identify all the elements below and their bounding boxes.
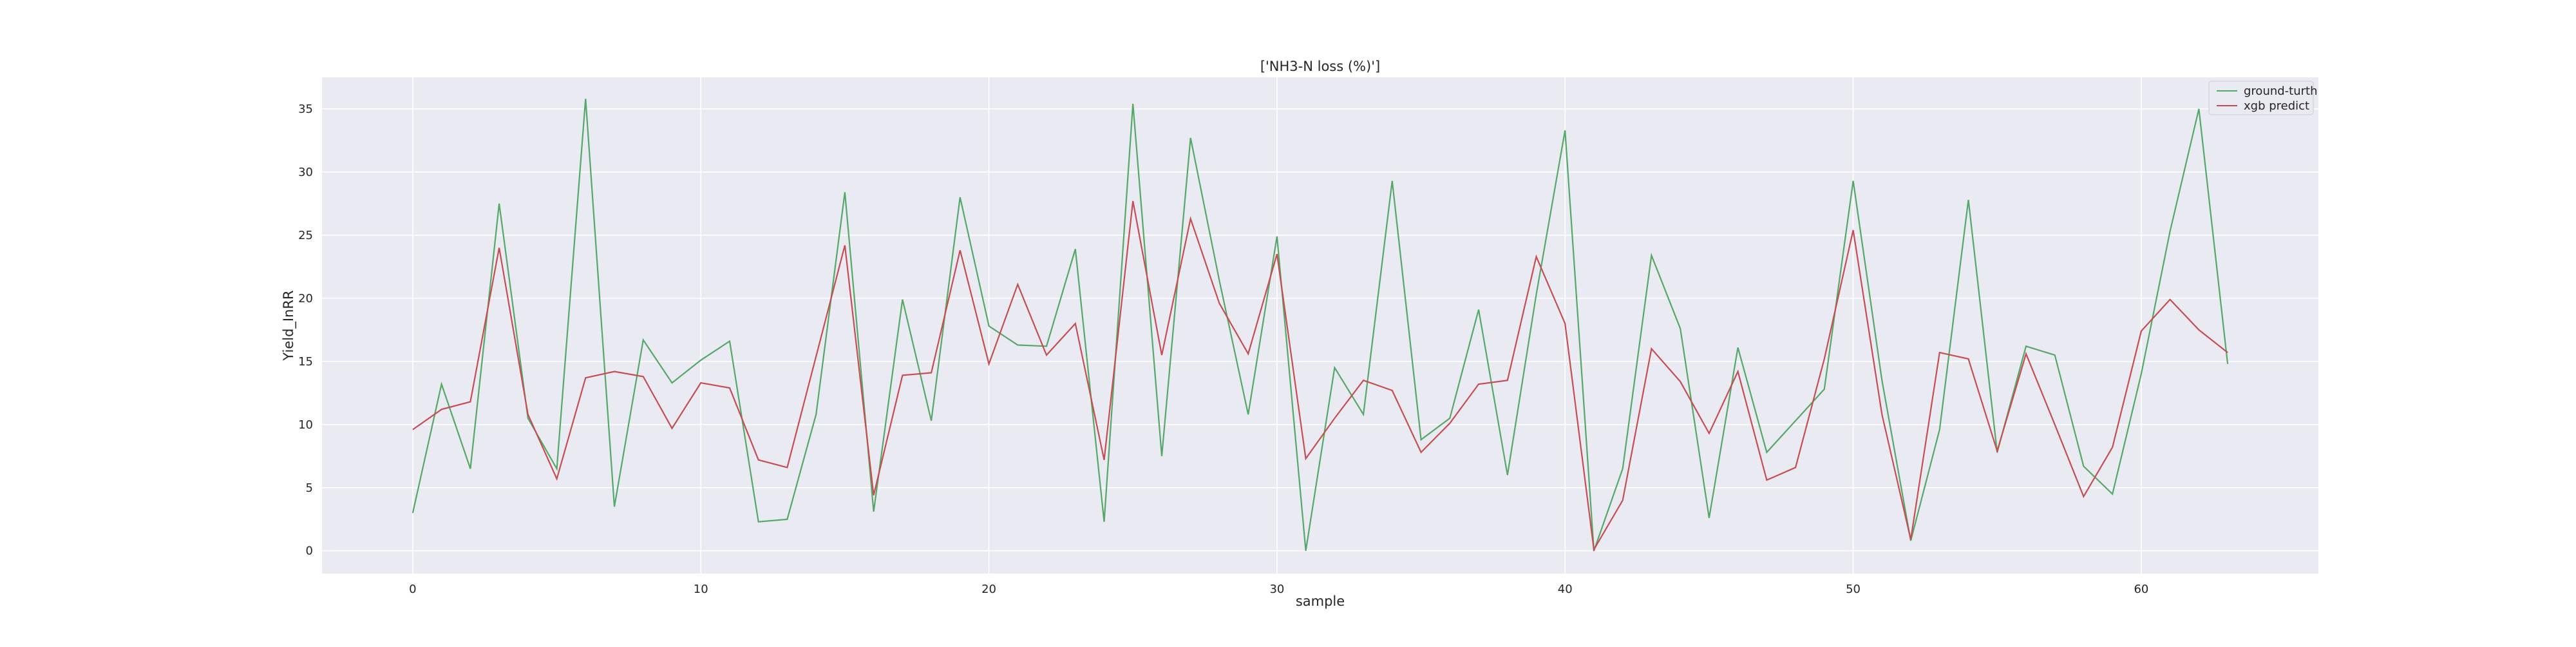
plot-background xyxy=(322,77,2318,574)
x-tick-label: 0 xyxy=(409,583,416,596)
tick-layer: 0 5 10 15 20 25 30 35 0 10 20 30 40 50 60 xyxy=(298,102,2148,596)
legend: ground-turth xgb predict xyxy=(2208,81,2318,115)
y-tick-label: 5 xyxy=(306,481,313,495)
series-line-xgb-predict xyxy=(412,200,2228,552)
y-tick-label: 20 xyxy=(298,292,313,305)
chart-title: ['NH3-N loss (%)'] xyxy=(1260,59,1380,74)
x-tick-label: 50 xyxy=(1846,583,1861,596)
y-tick-label: 10 xyxy=(298,418,313,432)
x-tick-label: 20 xyxy=(981,583,996,596)
series-line-ground-turth xyxy=(412,99,2229,552)
y-axis-title: Yield_InRR xyxy=(281,290,297,361)
x-tick-label: 10 xyxy=(694,583,708,596)
y-tick-label: 30 xyxy=(298,166,313,179)
legend-label-ground-truth: ground-turth xyxy=(2244,84,2318,98)
x-axis-title: sample xyxy=(1296,594,1345,609)
y-tick-label: 15 xyxy=(298,355,313,369)
legend-label-xgb-predict: xgb predict xyxy=(2244,99,2309,113)
y-tick-label: 25 xyxy=(298,229,313,242)
x-tick-label: 60 xyxy=(2134,583,2148,596)
y-tick-label: 35 xyxy=(298,102,313,116)
series-layer xyxy=(412,99,2229,552)
x-tick-label: 30 xyxy=(1269,583,1284,596)
y-tick-label: 0 xyxy=(306,545,313,558)
x-tick-label: 40 xyxy=(1558,583,1573,596)
